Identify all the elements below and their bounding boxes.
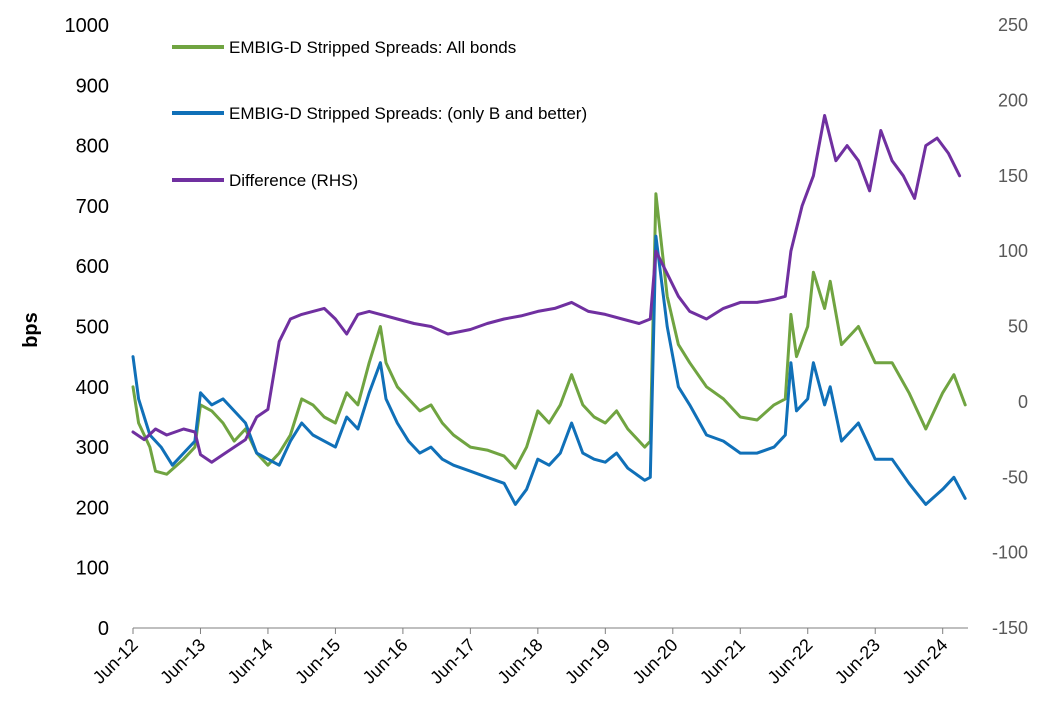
y-right-tick-label: 150 [998, 166, 1028, 186]
y-left-tick-label: 100 [76, 558, 109, 580]
y-left-tick-label: 900 [76, 75, 109, 97]
x-tick-label: Jun-12 [89, 635, 142, 688]
y-left-tick-label: 200 [76, 497, 109, 519]
y-left-tick-label: 300 [76, 437, 109, 459]
x-tick-label: Jun-17 [426, 635, 479, 688]
x-tick-label: Jun-15 [291, 635, 344, 688]
y-left-tick-label: 600 [76, 256, 109, 278]
y-axis-label: bps [20, 312, 42, 348]
x-tick-label: Jun-24 [898, 635, 951, 688]
y-left-tick-label: 500 [76, 317, 109, 339]
y-left-tick-label: 1000 [65, 15, 110, 37]
y-left-tick-label: 0 [98, 618, 109, 640]
y-right-tick-label: 200 [998, 90, 1028, 110]
x-tick-label: Jun-14 [224, 635, 277, 688]
x-tick-label: Jun-18 [494, 635, 547, 688]
x-axis: Jun-12 Jun-13 Jun-14 Jun-15 Jun-16 Jun-17 Jun-… [89, 627, 968, 688]
y-left-tick-label: 800 [76, 136, 109, 158]
y-axis-left: 0 100 200 300 400 500 600 700 800 900 1000 [65, 15, 110, 640]
x-tick-label: Jun-22 [764, 635, 817, 688]
legend-label: EMBIG-D Stripped Spreads: All bonds [229, 38, 516, 57]
x-tick-label: Jun-20 [629, 635, 682, 688]
y-right-tick-label: -150 [992, 618, 1028, 638]
y-right-tick-label: 50 [1008, 317, 1028, 337]
y-right-tick-label: -50 [1002, 467, 1028, 487]
y-axis-right: -150 -100 -50 0 50 100 150 200 250 [992, 15, 1028, 638]
series-lines [131, 114, 967, 506]
x-tick-label: Jun-23 [831, 635, 884, 688]
y-left-tick-label: 700 [76, 196, 109, 218]
series-line-3 [131, 114, 962, 464]
y-right-tick-label: 100 [998, 241, 1028, 261]
legend-label: EMBIG-D Stripped Spreads: (only B and be… [229, 104, 587, 123]
x-tick-label: Jun-19 [561, 635, 614, 688]
y-right-tick-label: 0 [1018, 392, 1028, 412]
x-tick-label: Jun-16 [359, 635, 412, 688]
x-tick-label: Jun-21 [696, 635, 749, 688]
series-line-2 [131, 234, 967, 506]
x-tick-label: Jun-13 [156, 635, 209, 688]
legend: EMBIG-D Stripped Spreads: All bonds EMBIG… [172, 38, 587, 190]
legend-label: Difference (RHS) [229, 171, 358, 190]
y-right-tick-label: -100 [992, 543, 1028, 563]
y-left-tick-label: 400 [76, 377, 109, 399]
y-right-tick-label: 250 [998, 15, 1028, 35]
